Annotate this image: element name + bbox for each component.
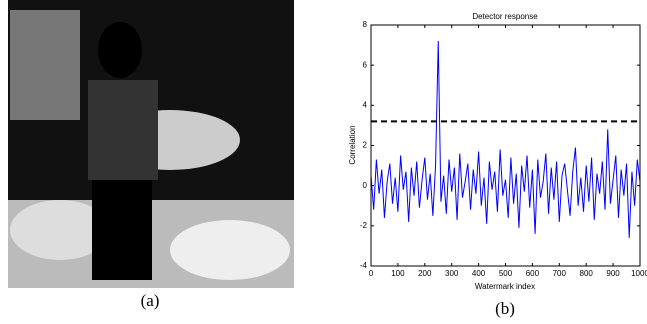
y-tick-label: -2: [360, 221, 368, 230]
axes-box: [370, 24, 641, 267]
y-tick-label: 2: [363, 141, 368, 150]
x-tick-label: 900: [606, 269, 620, 278]
x-tick-label: 1000: [631, 269, 647, 278]
y-tick-label: 8: [363, 20, 368, 29]
y-axis-label: Correlation: [348, 125, 357, 164]
x-axis-label: Watermark index: [475, 282, 535, 291]
caption: (a): [141, 291, 160, 310]
x-tick-label: 400: [472, 269, 486, 278]
photo: [8, 0, 294, 288]
y-tick-label: 0: [363, 181, 368, 190]
data-line: [370, 41, 641, 238]
plot-area: [371, 25, 640, 266]
x-tick-label: 600: [526, 269, 540, 278]
x-tick-label: 800: [580, 269, 594, 278]
x-tick-label: 0: [369, 269, 374, 278]
y-tick-label: 4: [363, 100, 368, 109]
chart-title: Detector response: [472, 12, 538, 21]
y-tick-label: -4: [360, 261, 368, 270]
x-tick-label: 200: [418, 269, 432, 278]
y-tick-label: 6: [363, 60, 368, 69]
x-tick-label: 500: [499, 269, 513, 278]
x-tick-label: 100: [391, 269, 405, 278]
caption: (b): [495, 299, 515, 318]
plot: -4 -2 0 2 4 6 8 0 100 200 300 400 500 600 700 800 900 100…: [360, 20, 647, 278]
x-tick-label: 700: [553, 269, 567, 278]
x-tick-label: 300: [445, 269, 459, 278]
